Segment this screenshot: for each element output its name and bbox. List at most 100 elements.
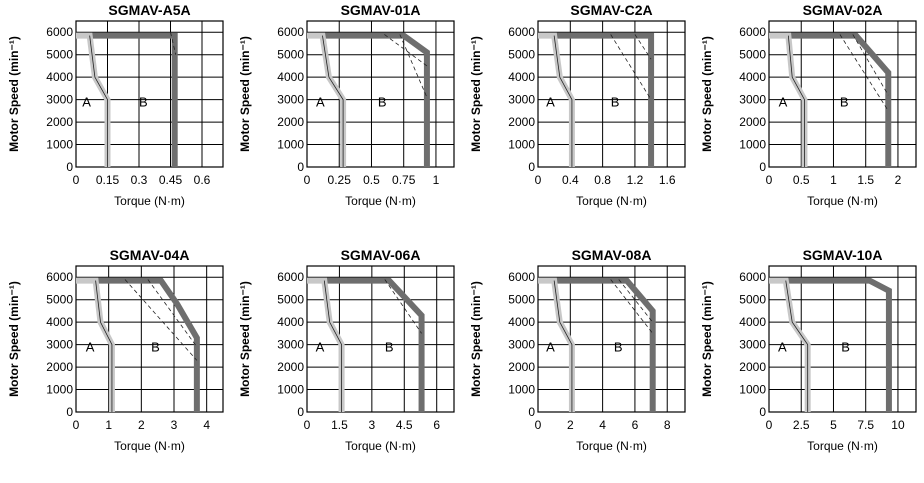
chart-title: SGMAV-02A — [803, 2, 883, 18]
y-tick-label: 3000 — [739, 338, 766, 352]
chart-sgmav-04a: SGMAV-04A 0 1 2 3 4 0 1000 2000 3000 4000 5000 6000 A… — [0, 245, 231, 478]
plot-frame — [537, 20, 686, 168]
dashed-line — [399, 34, 428, 98]
x-tick-label: 2.5 — [793, 418, 810, 432]
y-tick-label: 2000 — [46, 360, 73, 374]
dashed-line — [852, 34, 889, 96]
x-tick-label: 4.5 — [396, 418, 413, 432]
x-tick-label: 1 — [830, 173, 837, 187]
y-tick-label: 5000 — [739, 293, 766, 307]
plot-frame — [75, 265, 224, 413]
y-tick-label: 1000 — [739, 383, 766, 397]
series-a-continuous — [538, 277, 575, 412]
x-tick-label: 0.4 — [562, 173, 579, 187]
y-tick-label: 0 — [759, 405, 766, 419]
chart-title: SGMAV-01A — [341, 2, 421, 18]
x-axis-label: Torque (N·m) — [807, 194, 878, 208]
y-tick-label: 5000 — [508, 293, 535, 307]
y-tick-label: 4000 — [277, 70, 304, 84]
y-tick-label: 6000 — [508, 25, 535, 39]
dashed-line — [634, 34, 652, 60]
x-tick-label: 2 — [895, 173, 902, 187]
y-tick-label: 5000 — [46, 293, 73, 307]
y-tick-label: 0 — [297, 160, 304, 174]
series-a-continuous — [307, 32, 347, 167]
y-tick-label: 6000 — [739, 25, 766, 39]
y-tick-label: 0 — [528, 405, 535, 419]
dashed-line — [610, 279, 654, 334]
y-tick-label: 5000 — [277, 293, 304, 307]
x-tick-label: 0 — [535, 418, 542, 432]
y-tick-label: 1000 — [277, 138, 304, 152]
chart-title: SGMAV-06A — [341, 247, 421, 263]
series-a-edge — [785, 280, 809, 412]
y-tick-label: 6000 — [277, 270, 304, 284]
x-tick-label: 0.5 — [793, 173, 810, 187]
x-tick-label: 1 — [433, 173, 440, 187]
y-tick-label: 3000 — [46, 93, 73, 107]
x-tick-label: 5 — [830, 418, 837, 432]
x-axis-label: Torque (N·m) — [114, 194, 185, 208]
series-b-intermittent — [322, 32, 430, 167]
x-tick-label: 0 — [766, 418, 773, 432]
x-axis-label: Torque (N·m) — [345, 194, 416, 208]
chart-sgmav-02a: SGMAV-02A 0 0.5 1 1.5 2 0 1000 2000 3000 4000 5000 6… — [693, 0, 924, 233]
series-a-edge — [553, 280, 573, 412]
chart-sgmav-c2a: SGMAV-C2A 0 0.4 0.8 1.2 1.6 0 1000 2000 3000 4000 5… — [462, 0, 693, 233]
y-tick-label: 4000 — [739, 70, 766, 84]
y-tick-label: 2000 — [46, 115, 73, 129]
chart-sgmav-08a: SGMAV-08A 0 2 4 6 8 0 1000 2000 3000 4000 5000 6000 A… — [462, 245, 693, 478]
chart-sgmav-10a: SGMAV-10A 0 2.5 5 7.5 10 0 1000 2000 3000 4000 5000… — [693, 245, 924, 478]
plot-frame — [306, 20, 455, 168]
y-axis-label: Motor Speed (min⁻¹) — [700, 281, 714, 397]
y-tick-label: 1000 — [508, 138, 535, 152]
chart-title: SGMAV-08A — [572, 247, 652, 263]
plot-frame — [768, 265, 917, 413]
x-tick-label: 10 — [891, 418, 905, 432]
y-tick-label: 6000 — [46, 25, 73, 39]
x-axis-label: Torque (N·m) — [576, 194, 647, 208]
x-tick-label: 0.25 — [328, 173, 352, 187]
x-tick-label: 1.6 — [659, 173, 676, 187]
y-tick-label: 4000 — [46, 315, 73, 329]
series-a-continuous — [769, 277, 811, 412]
series-b-intermittent — [785, 277, 892, 412]
region-label-a: A — [316, 94, 325, 109]
series-a-edge — [787, 35, 805, 167]
x-tick-label: 3 — [171, 418, 178, 432]
series-b-intermittent — [554, 277, 656, 412]
region-label-a: A — [546, 94, 555, 109]
x-tick-label: 0.45 — [159, 173, 183, 187]
y-tick-label: 2000 — [508, 115, 535, 129]
x-tick-label: 0.3 — [131, 173, 148, 187]
dashed-line — [618, 279, 654, 323]
y-tick-label: 0 — [66, 160, 73, 174]
x-tick-label: 6 — [632, 418, 639, 432]
y-tick-label: 4000 — [739, 315, 766, 329]
chart-title: SGMAV-A5A — [108, 2, 190, 18]
x-tick-label: 0.75 — [392, 173, 416, 187]
x-tick-label: 0 — [73, 418, 80, 432]
y-tick-label: 6000 — [277, 25, 304, 39]
x-tick-label: 0 — [304, 418, 311, 432]
y-tick-label: 5000 — [508, 48, 535, 62]
plot-frame — [306, 265, 455, 413]
x-tick-label: 8 — [664, 418, 671, 432]
y-tick-label: 5000 — [277, 48, 304, 62]
chart-title: SGMAV-C2A — [570, 2, 652, 18]
x-tick-label: 1 — [105, 418, 112, 432]
y-tick-label: 4000 — [46, 70, 73, 84]
chart-sgmav-a5a: SGMAV-A5A 0 0.15 0.3 0.45 0.6 0 1000 2000 3000 400… — [0, 0, 231, 233]
region-label-b: B — [841, 339, 850, 354]
region-label-a: A — [82, 94, 91, 109]
x-tick-label: 2 — [138, 418, 145, 432]
x-axis-label: Torque (N·m) — [807, 439, 878, 453]
y-axis-label: Motor Speed (min⁻¹) — [469, 36, 483, 152]
y-tick-label: 1000 — [46, 138, 73, 152]
y-tick-label: 3000 — [277, 93, 304, 107]
x-tick-label: 0.8 — [594, 173, 611, 187]
y-tick-label: 4000 — [508, 315, 535, 329]
dashed-line — [839, 34, 889, 112]
x-tick-label: 0.5 — [363, 173, 380, 187]
y-tick-label: 6000 — [739, 270, 766, 284]
